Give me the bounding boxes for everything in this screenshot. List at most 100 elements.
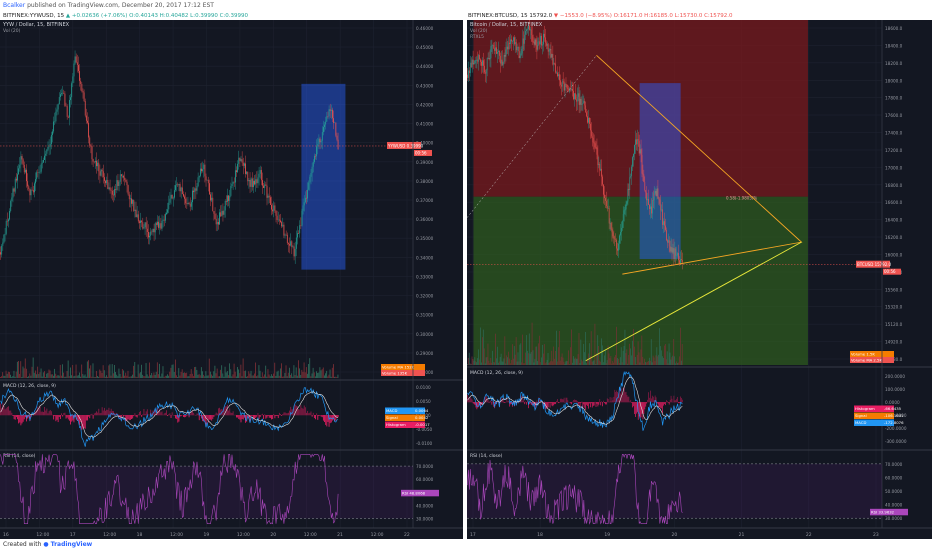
volume-bar [676,361,677,365]
candle-body [209,183,210,195]
volume-bar [290,374,291,378]
left-chart-svg[interactable]: 0.460000.450000.440000.430000.420000.410… [0,20,463,539]
candle-body [180,187,182,192]
macd-histogram-bar [666,401,668,403]
macd-histogram-bar [126,415,128,421]
candle-body [30,189,32,196]
macd-histogram-bar [547,402,549,408]
candle-body [162,219,164,221]
volume-bar [229,363,230,378]
volume-bar [491,362,493,365]
volume-label: Volume 135K [382,371,408,376]
indicator-label: Vol (20) [470,28,488,34]
candle-body [277,219,279,221]
volume-bar [323,375,325,378]
volume-bar [649,357,650,365]
tradingview-logo[interactable]: ● TradingView [43,541,93,548]
macd-histogram-bar [299,409,301,416]
macd-histogram-bar [115,413,117,416]
candle-body [5,220,7,234]
candle-body [333,118,334,123]
volume-bar [679,356,680,365]
volume-bar [121,369,123,378]
volume-bar [474,357,476,365]
macd-value: -66.6435 [884,406,902,411]
right-chart-panel[interactable]: 18600.0 18400.0 18200.0 18000.0 17800.0 17600… [467,20,932,539]
candle-body [660,203,662,211]
candle-body [556,72,557,74]
volume-bar [242,358,244,378]
macd-histogram-bar [122,414,123,416]
volume-bar [522,334,523,365]
macd-histogram-bar [291,409,293,416]
candle-body [258,173,260,178]
right-chart-svg[interactable]: 18600.018400.018200.018000.017800.017600… [467,20,932,539]
volume-bar [651,362,653,365]
rsi-line [0,453,339,525]
price-countdown-badge [414,149,432,156]
macd-histogram-bar [562,399,564,403]
macd-histogram-bar [321,415,323,418]
candle-body [679,260,680,264]
macd-histogram-bar [337,415,339,418]
candle-body [549,48,551,51]
macd-histogram-bar [97,412,99,416]
volume-bar [493,361,494,365]
left-ticker[interactable]: BITFINEX:YYWUSD, 15 [3,13,65,19]
volume-bar [15,371,17,378]
macd-histogram-bar [157,407,158,416]
volume-bar [107,376,109,378]
right-ticker[interactable]: BITFINEX:BTCUSD, 15 [468,13,528,19]
macd-histogram-bar [180,415,182,417]
macd-histogram-bar [528,402,529,409]
candle-body [658,198,660,200]
macd-histogram-bar [57,415,59,423]
volume-bar [285,365,287,378]
candle-body [485,70,487,74]
candle-body [246,171,248,174]
volume-bar [118,368,120,378]
volume-bar [545,362,547,365]
volume-bar [162,366,164,378]
left-chart-panel[interactable]: 0.46000 0.45000 0.44000 0.43000 0.42000 0.410… [0,20,463,539]
author-link[interactable]: Bcalker [3,2,26,9]
volume-bar [198,373,200,378]
volume-label: Volume 1.5K [851,352,875,357]
candle-body [312,161,314,167]
macd-histogram-bar [481,402,482,405]
macd-histogram-bar [474,402,476,406]
macd-histogram-bar [214,414,216,416]
volume-bar [486,357,488,365]
volume-bar [613,362,615,365]
volume-bar [202,371,203,378]
macd-histogram-bar [5,408,7,416]
candle-body [36,172,38,180]
candle-body [332,109,333,119]
candle-body [41,162,43,164]
macd-histogram-bar [264,414,266,416]
candle-body [196,186,198,191]
candle-body [59,94,61,97]
candle-body [589,117,590,124]
macd-histogram-bar [477,402,479,408]
macd-histogram-bar [669,399,671,403]
volume-bar [286,376,288,378]
macd-histogram-bar [246,415,248,422]
volume-bar [20,361,22,378]
volume-bar [581,359,583,365]
volume-bar [559,360,561,365]
volume-bar [193,376,194,378]
x-tick-label: 21 [739,532,745,538]
candle-body [34,183,35,193]
volume-bar [577,354,579,365]
macd-histogram-bar [313,415,315,419]
macd-histogram-bar [472,402,474,404]
volume-bar [634,356,636,365]
candle-body [21,156,23,160]
macd-histogram-bar [626,395,628,403]
macd-histogram-bar [591,402,593,408]
volume-bar [156,362,158,378]
candle-body [468,70,469,78]
volume-bar [540,362,541,365]
macd-histogram-bar [136,415,138,418]
